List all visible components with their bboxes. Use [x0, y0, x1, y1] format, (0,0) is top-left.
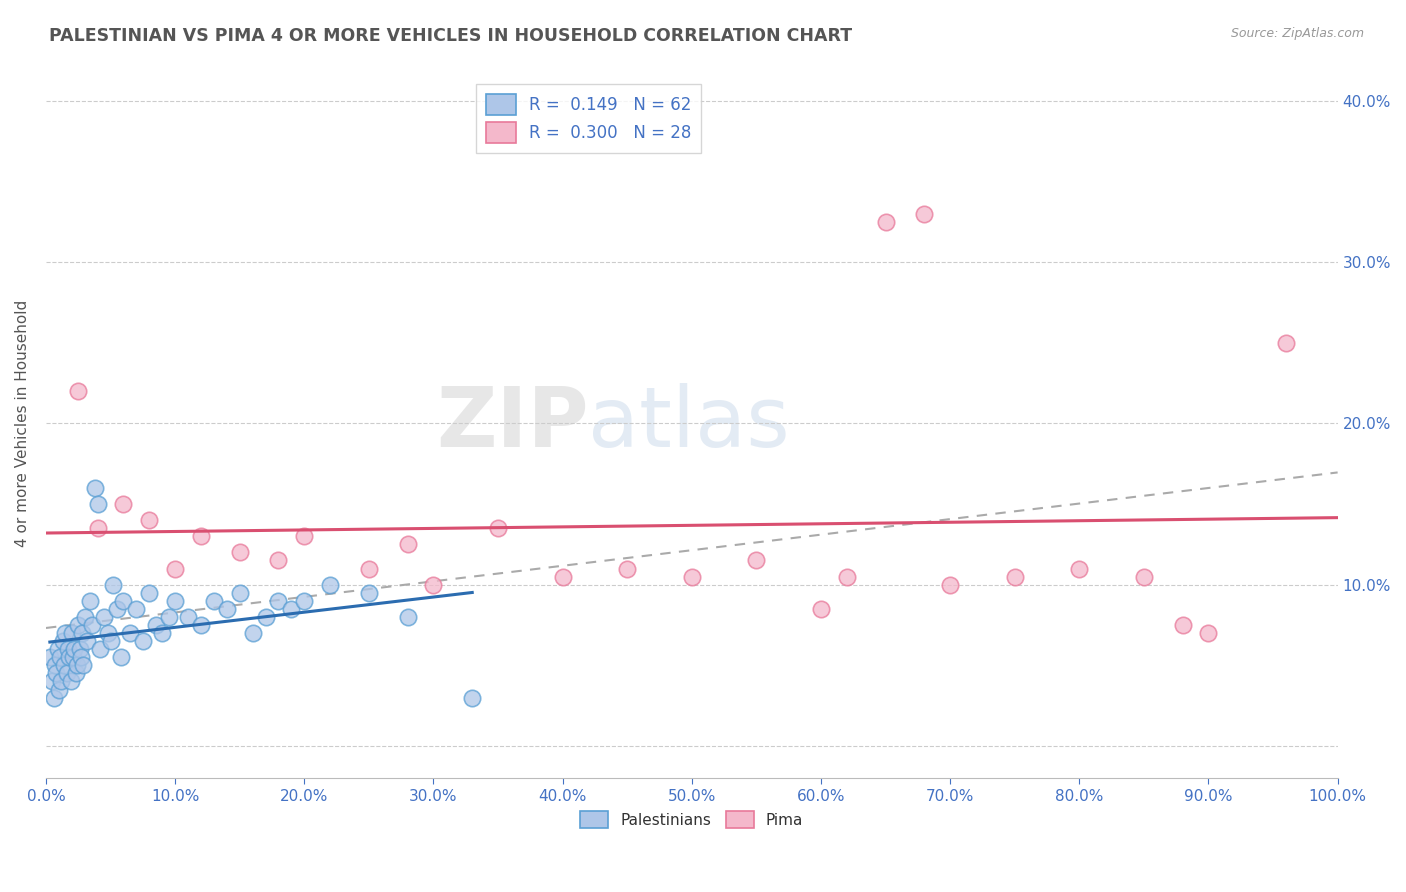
Point — [84, 481, 107, 495]
Point — [190, 529, 212, 543]
Point — [112, 594, 135, 608]
Point — [254, 610, 277, 624]
Point — [100, 634, 122, 648]
Point — [70, 626, 93, 640]
Point — [202, 594, 225, 608]
Point — [67, 384, 90, 398]
Point — [319, 577, 342, 591]
Point — [486, 521, 509, 535]
Point — [82, 618, 104, 632]
Point — [46, 642, 69, 657]
Point — [125, 602, 148, 616]
Point — [681, 569, 703, 583]
Point — [86, 497, 108, 511]
Point — [1004, 569, 1026, 583]
Point — [616, 561, 638, 575]
Point — [51, 674, 73, 689]
Point — [461, 690, 484, 705]
Point — [63, 642, 86, 657]
Point — [79, 594, 101, 608]
Point — [52, 634, 75, 648]
Point — [1133, 569, 1156, 583]
Point — [422, 577, 444, 591]
Point — [48, 682, 70, 697]
Point — [912, 207, 935, 221]
Point — [267, 553, 290, 567]
Point — [396, 537, 419, 551]
Point — [396, 610, 419, 624]
Point — [267, 594, 290, 608]
Point — [93, 610, 115, 624]
Point — [745, 553, 768, 567]
Point — [1069, 561, 1091, 575]
Point — [53, 626, 76, 640]
Point — [177, 610, 200, 624]
Point — [1171, 618, 1194, 632]
Point — [292, 594, 315, 608]
Point — [101, 577, 124, 591]
Point — [875, 215, 897, 229]
Point — [44, 658, 66, 673]
Point — [97, 626, 120, 640]
Point — [55, 666, 77, 681]
Point — [58, 650, 80, 665]
Point — [242, 626, 264, 640]
Point — [215, 602, 238, 616]
Point — [42, 690, 65, 705]
Point — [138, 585, 160, 599]
Point — [112, 497, 135, 511]
Point — [76, 634, 98, 648]
Point — [132, 634, 155, 648]
Point — [157, 610, 180, 624]
Point — [810, 602, 832, 616]
Point — [228, 545, 250, 559]
Text: ZIP: ZIP — [436, 383, 589, 464]
Point — [66, 658, 89, 673]
Point — [60, 626, 83, 640]
Point — [49, 650, 72, 665]
Point — [69, 642, 91, 657]
Point — [110, 650, 132, 665]
Point — [1275, 335, 1298, 350]
Point — [70, 650, 93, 665]
Point — [118, 626, 141, 640]
Legend: Palestinians, Pima: Palestinians, Pima — [574, 805, 810, 834]
Point — [38, 650, 60, 665]
Point — [165, 561, 187, 575]
Point — [150, 626, 173, 640]
Point — [62, 650, 84, 665]
Point — [280, 602, 302, 616]
Point — [72, 658, 94, 673]
Point — [357, 561, 380, 575]
Point — [145, 618, 167, 632]
Point — [65, 666, 87, 681]
Point — [67, 618, 90, 632]
Point — [551, 569, 574, 583]
Point — [41, 674, 63, 689]
Point — [190, 618, 212, 632]
Point — [105, 602, 128, 616]
Point — [86, 521, 108, 535]
Point — [292, 529, 315, 543]
Y-axis label: 4 or more Vehicles in Household: 4 or more Vehicles in Household — [15, 300, 30, 547]
Point — [357, 585, 380, 599]
Point — [138, 513, 160, 527]
Point — [45, 666, 67, 681]
Point — [73, 610, 96, 624]
Point — [228, 585, 250, 599]
Point — [1198, 626, 1220, 640]
Text: atlas: atlas — [589, 383, 790, 464]
Point — [56, 642, 79, 657]
Point — [89, 642, 111, 657]
Point — [939, 577, 962, 591]
Point — [165, 594, 187, 608]
Point — [835, 569, 858, 583]
Text: PALESTINIAN VS PIMA 4 OR MORE VEHICLES IN HOUSEHOLD CORRELATION CHART: PALESTINIAN VS PIMA 4 OR MORE VEHICLES I… — [49, 27, 852, 45]
Text: Source: ZipAtlas.com: Source: ZipAtlas.com — [1230, 27, 1364, 40]
Point — [59, 674, 82, 689]
Point — [53, 658, 76, 673]
